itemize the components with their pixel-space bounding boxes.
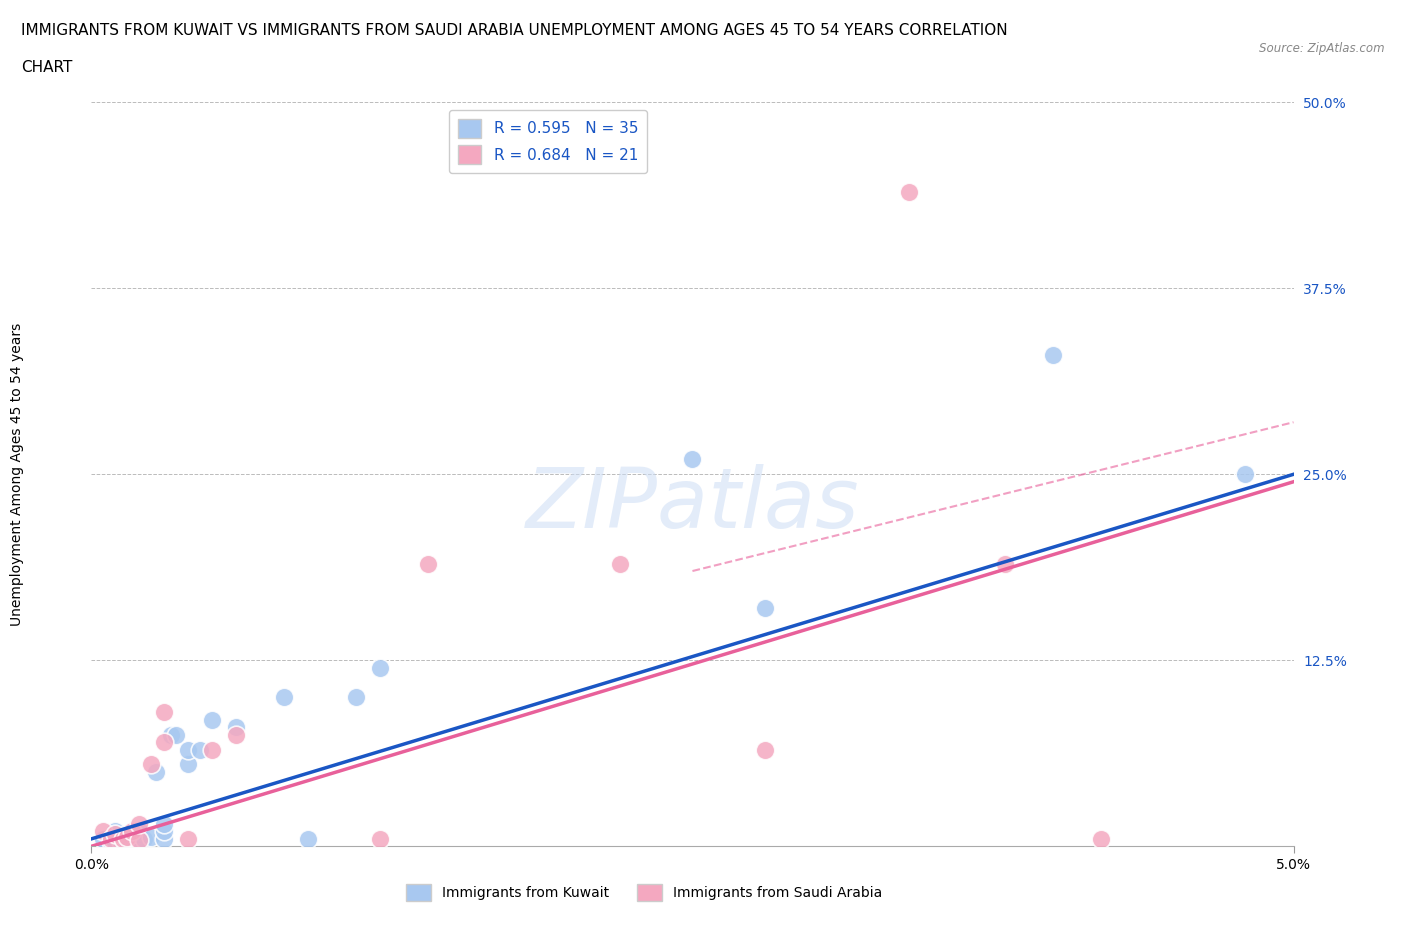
Point: [152, 705, 174, 720]
Point: [152, 831, 174, 846]
Point: [110, 833, 132, 848]
Point: [897, 184, 920, 199]
Point: [609, 556, 631, 571]
Legend: Immigrants from Kuwait, Immigrants from Saudi Arabia: Immigrants from Kuwait, Immigrants from …: [401, 878, 889, 907]
Text: Source: ZipAtlas.com: Source: ZipAtlas.com: [1260, 42, 1385, 55]
Point: [100, 834, 122, 849]
Point: [128, 833, 150, 848]
Point: [100, 831, 122, 846]
Point: [114, 831, 136, 846]
Point: [134, 831, 156, 846]
Point: [117, 827, 139, 842]
Point: [152, 824, 174, 839]
Point: [754, 742, 776, 757]
Point: [201, 712, 224, 727]
Point: [145, 764, 167, 779]
Point: [152, 735, 174, 750]
Point: [117, 830, 139, 844]
Point: [165, 727, 187, 742]
Text: ZIPatlas: ZIPatlas: [526, 463, 859, 545]
Point: [128, 817, 150, 831]
Point: [152, 817, 174, 831]
Point: [188, 742, 211, 757]
Point: [1090, 831, 1112, 846]
Point: [104, 834, 127, 849]
Point: [104, 824, 127, 839]
Point: [121, 824, 143, 839]
Text: Unemployment Among Ages 45 to 54 years: Unemployment Among Ages 45 to 54 years: [10, 323, 24, 626]
Point: [159, 727, 181, 742]
Point: [176, 831, 198, 846]
Point: [111, 830, 134, 844]
Point: [104, 827, 127, 842]
Point: [368, 831, 391, 846]
Point: [225, 720, 247, 735]
Point: [297, 831, 319, 846]
Point: [368, 660, 391, 675]
Point: [176, 742, 198, 757]
Point: [128, 831, 150, 846]
Point: [201, 742, 224, 757]
Point: [344, 690, 367, 705]
Point: [124, 829, 146, 844]
Point: [118, 834, 141, 849]
Point: [121, 830, 143, 844]
Point: [141, 757, 163, 772]
Text: IMMIGRANTS FROM KUWAIT VS IMMIGRANTS FROM SAUDI ARABIA UNEMPLOYMENT AMONG AGES 4: IMMIGRANTS FROM KUWAIT VS IMMIGRANTS FRO…: [21, 23, 1008, 38]
Point: [754, 601, 776, 616]
Point: [128, 827, 150, 842]
Point: [681, 452, 703, 467]
Text: CHART: CHART: [21, 60, 73, 75]
Point: [1042, 348, 1064, 363]
Point: [176, 757, 198, 772]
Point: [128, 824, 150, 839]
Point: [273, 690, 295, 705]
Point: [1234, 467, 1257, 482]
Point: [225, 727, 247, 742]
Point: [93, 824, 115, 839]
Point: [93, 831, 115, 846]
Point: [416, 556, 439, 571]
Point: [994, 556, 1017, 571]
Point: [141, 830, 163, 844]
Point: [111, 831, 134, 846]
